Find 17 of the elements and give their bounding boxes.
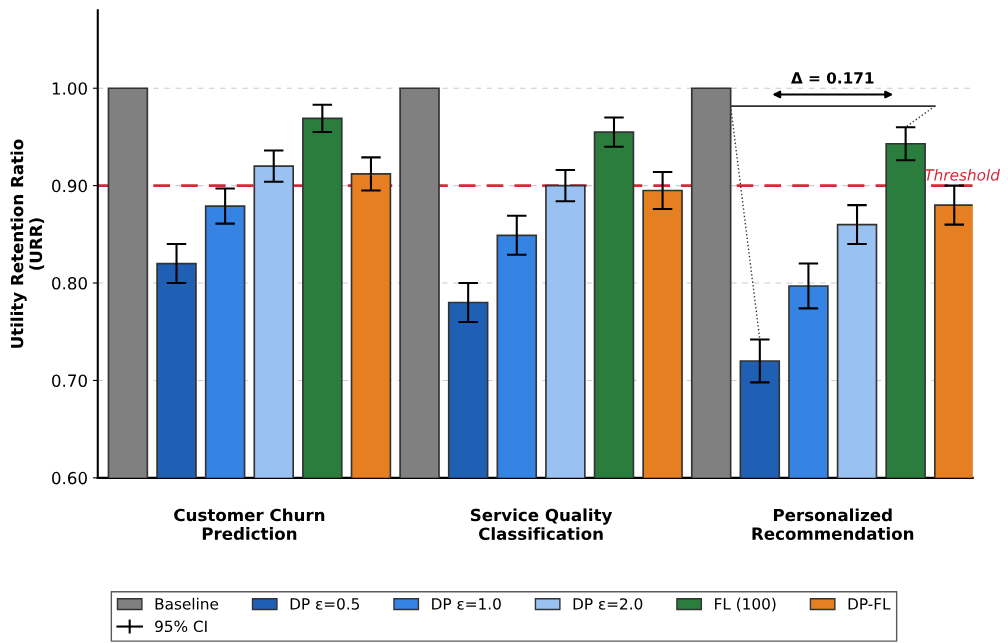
legend-label: FL (100) xyxy=(715,597,776,612)
y-tick-label: 0.80 xyxy=(52,277,87,290)
x-tick-label: Customer Churn Prediction xyxy=(174,508,325,540)
legend-label: DP ε=2.0 xyxy=(573,598,643,610)
annotation: Δ = 0.171 xyxy=(791,72,874,84)
legend-label: DP-FL xyxy=(848,598,891,610)
y-tick-label: 1.00 xyxy=(52,82,87,95)
y-tick-label: 0.90 xyxy=(52,179,87,193)
text: 95% CI xyxy=(155,620,207,633)
y-axis-title: Utility Retention Ratio (URR) xyxy=(10,139,45,348)
x-tick-label: Service Quality Classification xyxy=(470,508,613,541)
y-tick-label: 0.70 xyxy=(52,374,87,388)
legend-label: Baseline xyxy=(155,597,219,610)
legend-label: DP ε=0.5 xyxy=(290,598,360,610)
y-tick-label: 0.60 xyxy=(52,471,87,485)
x-tick-label: Personalized Recommendation xyxy=(752,508,914,540)
legend-label: DP ε=1.0 xyxy=(432,598,501,610)
